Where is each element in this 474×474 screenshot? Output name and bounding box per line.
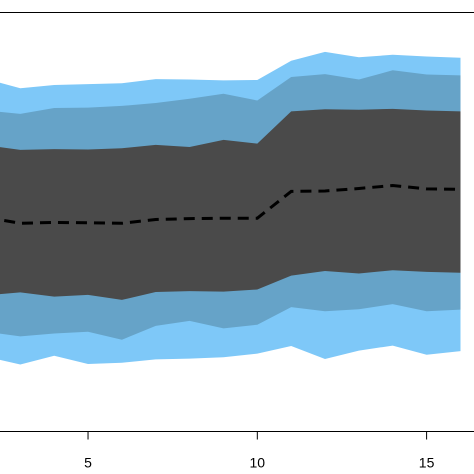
median-layer	[0, 183, 461, 225]
x-tick-label: 10	[250, 455, 266, 471]
x-tick-label: 15	[419, 455, 435, 471]
median-line	[0, 183, 461, 225]
bands-layer	[0, 51, 461, 365]
x-tick-label: 5	[84, 455, 92, 471]
inner-band	[0, 108, 461, 300]
x-ticks: 5 10 15	[84, 431, 435, 471]
